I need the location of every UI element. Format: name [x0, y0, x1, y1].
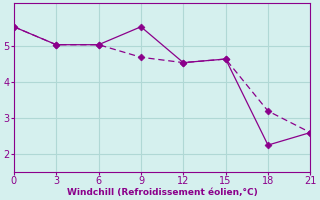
X-axis label: Windchill (Refroidissement éolien,°C): Windchill (Refroidissement éolien,°C) [67, 188, 258, 197]
